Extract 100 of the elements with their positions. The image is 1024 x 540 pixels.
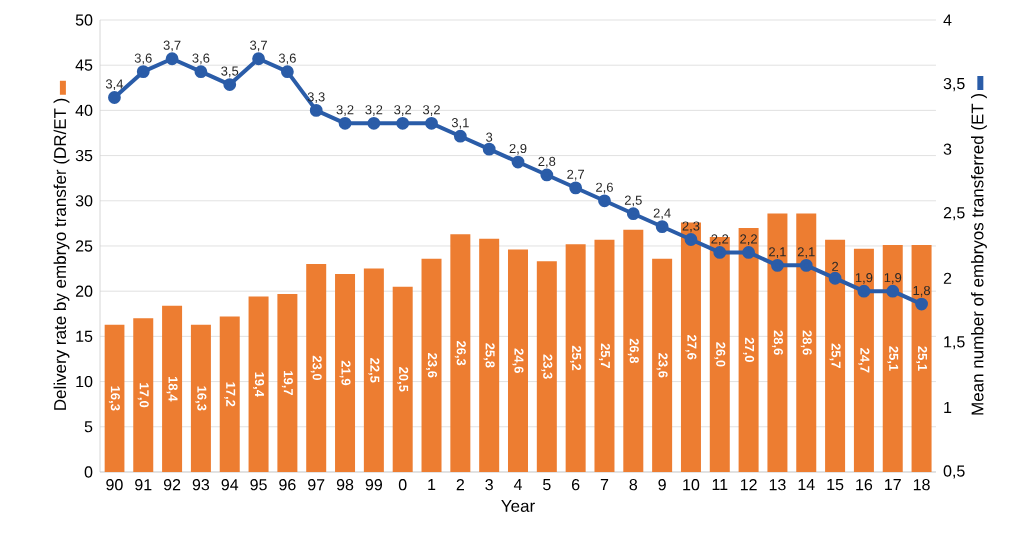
y2-tick-label: 1 bbox=[944, 401, 952, 413]
x-tick-label: 8 bbox=[629, 479, 638, 491]
point bbox=[194, 65, 208, 79]
x-tick-label: 1 bbox=[428, 479, 436, 491]
bar bbox=[133, 318, 154, 472]
bar bbox=[594, 239, 615, 472]
x-tick-label: 3 bbox=[485, 479, 493, 491]
bar bbox=[392, 286, 413, 472]
bar bbox=[709, 236, 730, 472]
point bbox=[309, 103, 323, 117]
point bbox=[540, 168, 554, 182]
bar bbox=[767, 213, 788, 472]
point bbox=[453, 129, 467, 143]
x-tick-label: 6 bbox=[572, 479, 580, 491]
point bbox=[771, 258, 784, 272]
bar bbox=[825, 239, 846, 472]
x-tick-label: 97 bbox=[308, 479, 325, 491]
y-axis-title: Delivery rate by embryo transfer (DR/ET ) bbox=[53, 98, 70, 410]
x-tick-label: 4 bbox=[513, 479, 522, 491]
x-tick-label: 17 bbox=[885, 479, 901, 491]
x-tick-label: 94 bbox=[221, 479, 239, 491]
bar bbox=[363, 268, 384, 472]
y2-tick-label: 1,5 bbox=[944, 336, 965, 350]
bar bbox=[219, 316, 240, 472]
x-tick-label: 93 bbox=[192, 479, 210, 491]
bar bbox=[738, 227, 759, 472]
y2-tick-label: 2 bbox=[943, 272, 952, 284]
x-tick-label: 12 bbox=[740, 479, 757, 491]
bar bbox=[306, 264, 327, 472]
bar bbox=[652, 258, 673, 472]
bar bbox=[796, 213, 817, 472]
x-tick-label: 18 bbox=[913, 479, 930, 491]
y-tick-label: 50 bbox=[75, 14, 93, 26]
point bbox=[742, 246, 756, 259]
x-tick-label: 0 bbox=[398, 479, 407, 491]
x-tick-label: 13 bbox=[769, 479, 786, 491]
x-tick-label: 95 bbox=[250, 479, 267, 491]
point bbox=[713, 246, 727, 259]
point bbox=[598, 194, 611, 208]
y-tick-label: 10 bbox=[76, 375, 93, 388]
point bbox=[799, 258, 813, 272]
x-axis-title: Year bbox=[501, 500, 535, 512]
point bbox=[136, 65, 150, 79]
bar bbox=[882, 245, 903, 472]
bar bbox=[623, 229, 644, 472]
x-tick-label: 14 bbox=[798, 479, 815, 491]
bar bbox=[508, 249, 528, 472]
point bbox=[223, 78, 237, 91]
point bbox=[828, 271, 842, 285]
point bbox=[857, 284, 871, 298]
y2-tick-label: 4 bbox=[943, 14, 952, 26]
point bbox=[482, 142, 496, 156]
y2-tick-label: 3 bbox=[943, 143, 952, 155]
point bbox=[252, 52, 265, 66]
y-tick-label: 45 bbox=[75, 59, 93, 71]
y2-tick-label: 3,5 bbox=[943, 77, 965, 92]
bar bbox=[162, 305, 183, 472]
x-tick-label: 96 bbox=[279, 479, 296, 491]
y-tick-label: 15 bbox=[76, 330, 93, 342]
point bbox=[569, 181, 583, 195]
bar bbox=[565, 244, 586, 472]
x-tick-label: 9 bbox=[658, 479, 666, 491]
y2-tick-label: 2,5 bbox=[943, 207, 965, 221]
x-tick-label: 98 bbox=[336, 479, 354, 491]
bar bbox=[277, 293, 298, 472]
bar bbox=[911, 245, 932, 472]
y2-tick-label: 0,5 bbox=[943, 465, 965, 479]
point bbox=[108, 91, 121, 104]
y-tick-label: 0 bbox=[84, 466, 93, 478]
x-tick-label: 90 bbox=[106, 479, 123, 491]
y-tick-label: 25 bbox=[75, 240, 93, 252]
y-tick-label: 30 bbox=[75, 195, 93, 207]
x-tick-label: 92 bbox=[163, 479, 181, 491]
bar bbox=[680, 222, 701, 472]
x-tick-label: 16 bbox=[856, 479, 873, 491]
point bbox=[280, 65, 294, 79]
bar bbox=[335, 274, 356, 472]
point bbox=[367, 116, 381, 130]
x-tick-label: 10 bbox=[683, 479, 700, 491]
point bbox=[655, 220, 669, 234]
y-tick-label: 5 bbox=[84, 421, 93, 433]
bar bbox=[853, 248, 874, 472]
point bbox=[338, 116, 352, 130]
x-tick-label: 7 bbox=[600, 479, 609, 491]
x-tick-label: 99 bbox=[365, 479, 382, 491]
y2-axis-title: Mean number of embryos transferred (ET ) bbox=[971, 93, 987, 415]
point bbox=[626, 207, 640, 221]
point bbox=[886, 284, 900, 298]
y-tick-label: 40 bbox=[75, 104, 93, 117]
point bbox=[915, 297, 928, 311]
bar bbox=[479, 238, 500, 472]
bar bbox=[421, 258, 442, 472]
point bbox=[684, 233, 698, 246]
point bbox=[396, 116, 410, 130]
bar bbox=[248, 296, 269, 472]
y-tick-label: 20 bbox=[75, 285, 93, 297]
point bbox=[165, 52, 179, 66]
bar bbox=[450, 234, 471, 472]
point bbox=[425, 116, 438, 130]
bar bbox=[104, 324, 125, 472]
